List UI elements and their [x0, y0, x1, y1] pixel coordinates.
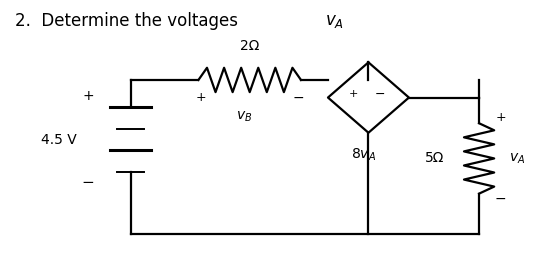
Text: +: + [82, 89, 94, 103]
Text: −: − [495, 192, 506, 206]
Text: +: + [349, 89, 358, 99]
Text: $v_A$: $v_A$ [509, 151, 525, 166]
Text: $8v_A$: $8v_A$ [351, 146, 375, 163]
Text: −: − [375, 88, 386, 101]
Text: +: + [495, 111, 506, 124]
Text: 2.  Determine the voltages: 2. Determine the voltages [15, 12, 243, 30]
Text: $v_B$: $v_B$ [236, 109, 253, 124]
Text: −: − [82, 175, 94, 190]
Text: −: − [293, 91, 304, 105]
Text: 4.5 V: 4.5 V [41, 133, 77, 146]
Text: $v_A$: $v_A$ [326, 12, 344, 30]
Text: 2Ω: 2Ω [240, 39, 259, 53]
Text: 5Ω: 5Ω [425, 151, 444, 165]
Text: +: + [196, 91, 207, 104]
